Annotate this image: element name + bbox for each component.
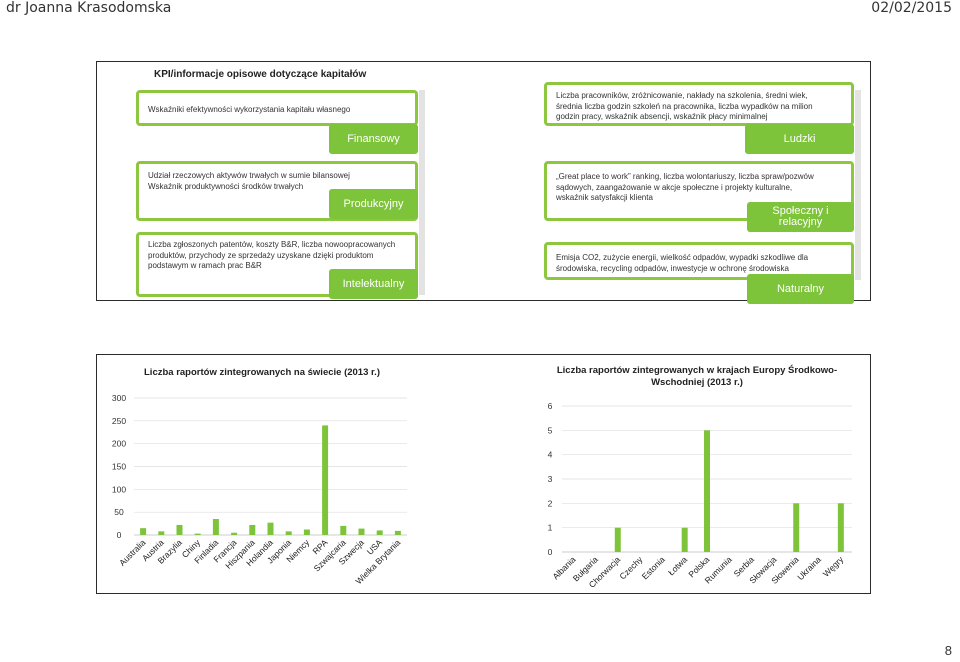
bar-japonia [285, 531, 292, 535]
capital-label-finansowy: Finansowy [329, 124, 418, 154]
capital-box-finansowy: Wskaźniki efektywności wykorzystania kap… [136, 90, 418, 126]
capital-desc: Emisja CO2, zużycie energii, wielkość od… [556, 253, 809, 273]
chart-title: Wschodniej (2013 r.) [651, 377, 743, 388]
y-tick-label: 0 [117, 530, 122, 540]
y-tick-label: 300 [112, 393, 126, 403]
y-tick-label: 2 [548, 498, 553, 508]
y-tick-label: 250 [112, 416, 126, 426]
date-label: 02/02/2015 [871, 0, 952, 16]
bar-francja [231, 532, 238, 535]
y-tick-label: 5 [548, 425, 553, 435]
bar-finladia [212, 519, 219, 535]
y-tick-label: 100 [112, 484, 126, 494]
x-tick-label: Czechy [617, 554, 645, 582]
bar-łotwa [681, 527, 688, 552]
x-tick-label: Estonia [640, 554, 667, 581]
bar-rpa [322, 425, 329, 535]
capital-desc: Liczba zgłoszonych patentów, koszty B&R,… [148, 240, 396, 270]
bar-australia [140, 528, 147, 535]
bar-austria [158, 531, 165, 535]
bar-holandia [267, 522, 274, 535]
capital-box-naturalny: Emisja CO2, zużycie energii, wielkość od… [544, 242, 854, 280]
cee-reports-chart: Liczba raportów zintegrowanych w krajach… [548, 364, 852, 590]
bar-hiszpania [249, 524, 256, 535]
capital-desc: Wskaźniki efektywności wykorzystania kap… [148, 105, 351, 114]
y-tick-label: 4 [548, 450, 553, 460]
slide-title: KPI/informacje opisowe dotyczące kapitał… [154, 69, 367, 80]
bar-szwajcaria [340, 525, 347, 535]
x-tick-label: Łotwa [666, 554, 689, 577]
capital-label-naturalny: Naturalny [747, 274, 854, 304]
bar-szwecja [358, 528, 365, 535]
capital-desc: Liczba pracowników, zróżnicowanie, nakła… [556, 91, 813, 121]
y-tick-label: 50 [114, 507, 124, 517]
capital-label-intelektualny: Intelektualny [329, 269, 418, 299]
y-tick-label: 0 [548, 547, 553, 557]
bar-brazylia [176, 524, 183, 535]
chart-title: Liczba raportów zintegrowanych w krajach… [557, 364, 837, 376]
x-tick-label: Węgry [821, 554, 846, 579]
bar-chorwacja [614, 527, 621, 552]
y-tick-label: 3 [548, 474, 553, 484]
capital-label-ludzki: Ludzki [745, 124, 854, 154]
capital-desc: Udział rzeczowych aktywów trwałych w sum… [148, 171, 350, 191]
capital-label-produkcyjny: Produkcyjny [329, 189, 418, 219]
charts-slide: Liczba raportów zintegrowanych na świeci… [96, 354, 871, 594]
bar-chiny [194, 533, 201, 535]
bar-niemcy [303, 529, 310, 535]
capital-label-spoleczny: Społeczny i relacyjny [747, 202, 854, 232]
author-name: dr Joanna Krasodomska [6, 0, 172, 16]
y-tick-label: 150 [112, 462, 126, 472]
capital-desc: „Great place to work” ranking, liczba wo… [556, 172, 814, 202]
capital-box-ludzki: Liczba pracowników, zróżnicowanie, nakła… [544, 82, 854, 126]
bar-węgry [837, 503, 844, 552]
y-tick-label: 1 [548, 523, 553, 533]
bar-usa [376, 530, 383, 535]
bar-wielka-brytania [394, 530, 401, 535]
page-number: 8 [944, 643, 952, 658]
panel-shadow [419, 90, 425, 295]
chart-title: Liczba raportów zintegrowanych na świeci… [144, 367, 380, 378]
world-reports-chart: Liczba raportów zintegrowanych na świeci… [112, 367, 407, 586]
kpi-slide: KPI/informacje opisowe dotyczące kapitał… [96, 61, 871, 304]
y-tick-label: 6 [548, 401, 553, 411]
bar-słowenia [793, 503, 800, 552]
y-tick-label: 200 [112, 439, 126, 449]
bar-polska [704, 430, 710, 552]
x-tick-label: Ukraina [795, 554, 823, 582]
panel-shadow [855, 90, 861, 280]
